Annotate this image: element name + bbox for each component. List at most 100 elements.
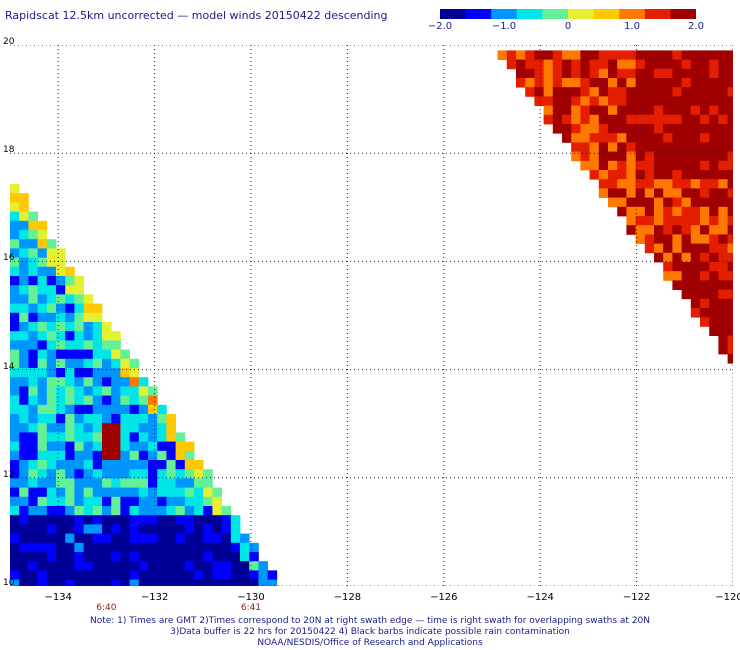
wind-difference-cell	[56, 524, 66, 534]
wind-difference-cell	[690, 142, 701, 152]
wind-difference-cell	[690, 151, 701, 162]
wind-difference-cell	[83, 561, 94, 571]
wind-difference-cell	[617, 206, 627, 217]
wind-difference-cell	[709, 105, 719, 116]
wind-difference-cell	[663, 271, 673, 281]
wind-difference-cell	[230, 533, 241, 544]
wind-difference-cell	[56, 358, 66, 369]
wind-difference-cell	[589, 96, 600, 106]
swath-time-label: 6:40	[96, 603, 117, 613]
wind-difference-cell	[74, 450, 84, 461]
wind-difference-cell	[120, 506, 130, 516]
wind-difference-cell	[709, 151, 719, 162]
wind-difference-cell	[690, 105, 701, 116]
wind-difference-cell	[184, 561, 195, 571]
wind-difference-cell	[562, 114, 572, 125]
wind-difference-cell	[700, 124, 710, 134]
wind-difference-cell	[552, 78, 563, 88]
longitude-label: −126	[430, 592, 458, 603]
wind-difference-cell	[138, 496, 149, 507]
wind-difference-cell	[212, 524, 222, 534]
wind-difference-cell	[543, 87, 554, 97]
wind-difference-cell	[10, 524, 20, 534]
wind-difference-cell	[681, 78, 692, 88]
wind-difference-cell	[46, 368, 57, 378]
longitude-label: −132	[140, 592, 169, 603]
wind-difference-cell	[709, 124, 719, 134]
wind-difference-cell	[111, 441, 121, 452]
wind-difference-cell	[608, 133, 618, 143]
wind-difference-cell	[28, 487, 38, 498]
wind-difference-cell	[10, 579, 20, 586]
wind-difference-cell	[709, 50, 719, 60]
wind-difference-cell	[258, 570, 268, 580]
wind-difference-cell	[10, 469, 20, 479]
wind-difference-cell	[37, 266, 48, 277]
wind-difference-cell	[10, 202, 20, 212]
wind-difference-cell	[598, 151, 609, 162]
wind-difference-cell	[727, 271, 733, 281]
wind-difference-cell	[644, 96, 655, 106]
wind-difference-cell	[672, 179, 682, 189]
wind-difference-cell	[194, 469, 204, 479]
wind-difference-cell	[65, 432, 75, 442]
wind-difference-cell	[74, 515, 84, 525]
wind-difference-cell	[10, 248, 20, 258]
wind-difference-cell	[700, 308, 710, 318]
wind-difference-cell	[28, 542, 38, 553]
wind-difference-cell	[120, 404, 130, 415]
wind-difference-cell	[543, 50, 554, 60]
wind-difference-cell	[74, 561, 84, 571]
wind-difference-cell	[534, 78, 544, 88]
wind-difference-cell	[718, 179, 728, 189]
wind-difference-cell	[111, 579, 121, 586]
wind-difference-cell	[552, 59, 563, 70]
wind-difference-cell	[111, 460, 121, 470]
wind-difference-cell	[19, 533, 29, 544]
wind-difference-cell	[175, 579, 186, 586]
wind-difference-cell	[19, 487, 29, 498]
wind-difference-cell	[617, 124, 627, 134]
wind-difference-cell	[102, 441, 112, 452]
wind-difference-cell	[589, 78, 600, 88]
wind-difference-cell	[672, 96, 682, 106]
wind-difference-cell	[681, 216, 692, 226]
wind-difference-cell	[203, 542, 213, 553]
wind-difference-cell	[709, 96, 719, 106]
wind-difference-cell	[663, 78, 673, 88]
wind-difference-cell	[681, 114, 692, 125]
wind-difference-cell	[506, 50, 517, 60]
wind-difference-cell	[690, 216, 701, 226]
wind-difference-cell	[589, 170, 600, 180]
wind-difference-cell	[580, 105, 590, 116]
wind-difference-cell	[663, 225, 673, 235]
wind-difference-cell	[718, 170, 728, 180]
wind-difference-cell	[65, 441, 75, 452]
wind-difference-cell	[166, 506, 176, 516]
wind-difference-cell	[56, 487, 66, 498]
wind-difference-cell	[727, 262, 733, 272]
wind-difference-cell	[709, 160, 719, 171]
wind-difference-cell	[19, 368, 29, 378]
wind-difference-cell	[129, 506, 140, 516]
wind-difference-cell	[175, 487, 186, 498]
wind-difference-cell	[635, 50, 646, 60]
wind-difference-cell	[148, 533, 158, 544]
wind-difference-cell	[92, 450, 103, 461]
wind-difference-cell	[19, 561, 29, 571]
wind-difference-cell	[46, 423, 57, 433]
wind-difference-cell	[111, 432, 121, 442]
wind-difference-cell	[92, 460, 103, 470]
wind-difference-cell	[709, 262, 719, 272]
wind-difference-cell	[598, 160, 609, 171]
wind-difference-cell	[184, 487, 195, 498]
wind-difference-cell	[37, 542, 48, 553]
wind-difference-cell	[700, 252, 710, 263]
wind-difference-cell	[92, 496, 103, 507]
wind-difference-cell	[608, 68, 618, 79]
wind-difference-cell	[654, 197, 664, 208]
wind-difference-cell	[74, 340, 84, 350]
colorbar-segment	[491, 9, 518, 19]
wind-difference-cell	[617, 133, 627, 143]
wind-difference-cell	[727, 78, 733, 88]
